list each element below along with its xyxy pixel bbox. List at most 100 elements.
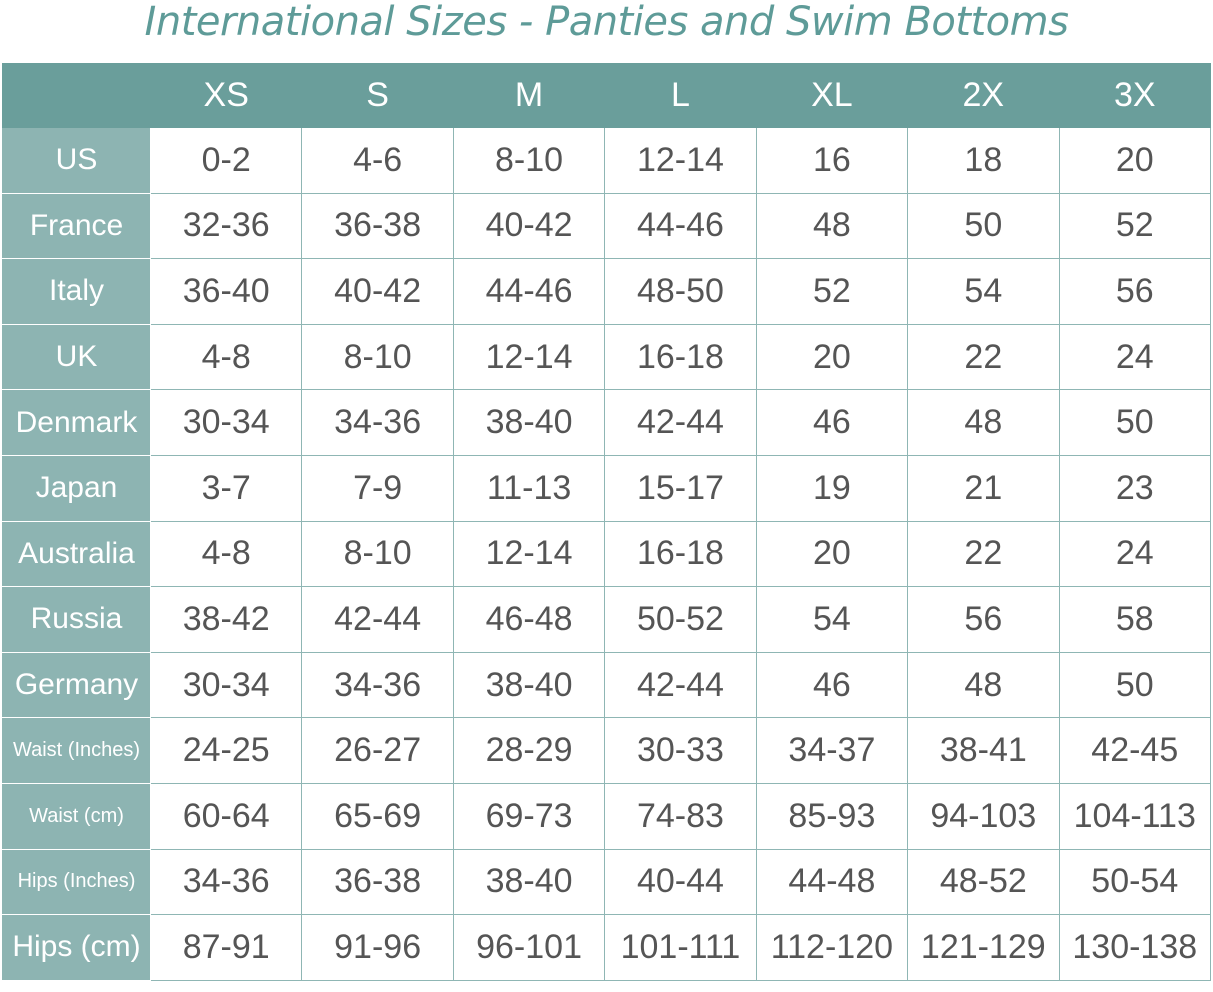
size-cell: 20 [1058, 127, 1212, 194]
size-cell: 52 [1058, 192, 1212, 260]
size-cell: 48-50 [604, 258, 757, 325]
size-cell: 4-6 [301, 127, 454, 194]
size-cell: 34-36 [301, 651, 454, 719]
table-row: US 0-2 4-6 8-10 12-14 16 18 20 [2, 127, 1212, 194]
size-cell: 48 [755, 192, 909, 260]
size-cell: 20 [755, 323, 909, 391]
size-cell: 112-120 [755, 914, 909, 981]
size-cell: 3-7 [149, 454, 303, 522]
size-cell: 87-91 [149, 914, 303, 981]
column-header: 3X [1058, 63, 1212, 128]
size-cell: 36-38 [301, 848, 454, 916]
size-cell: 101-111 [604, 914, 757, 981]
size-cell: 21 [907, 454, 1060, 522]
size-cell: 44-48 [755, 848, 909, 916]
size-cell: 60-64 [149, 782, 303, 850]
size-cell: 12-14 [604, 127, 757, 194]
table-head: XS S M L XL 2X 3X [2, 63, 1212, 128]
size-cell: 36-40 [149, 258, 303, 325]
size-cell: 16-18 [604, 323, 757, 391]
size-cell: 96-101 [452, 914, 606, 981]
row-label: Hips (Inches) [2, 848, 151, 916]
size-cell: 44-46 [604, 192, 757, 260]
table-row: Hips (cm) 87-91 91-96 96-101 101-111 112-120 1… [2, 914, 1212, 981]
column-header: XL [755, 63, 909, 128]
row-label: Waist (cm) [2, 782, 151, 850]
row-label: Waist (Inches) [2, 717, 151, 784]
size-cell: 50-52 [604, 586, 757, 653]
size-cell: 69-73 [452, 782, 606, 850]
column-header: S [301, 63, 454, 128]
size-cell: 46 [755, 389, 909, 456]
size-cell: 50 [1058, 389, 1212, 456]
size-cell: 91-96 [301, 914, 454, 981]
size-cell: 42-44 [301, 586, 454, 653]
size-cell: 121-129 [907, 914, 1060, 981]
size-cell: 42-45 [1058, 717, 1212, 784]
size-cell: 40-42 [452, 192, 606, 260]
size-cell: 32-36 [149, 192, 303, 260]
title: International Sizes - Panties and Swim B… [144, 0, 1069, 45]
table-row: Russia 38-42 42-44 46-48 50-52 54 56 58 [2, 586, 1212, 653]
size-cell: 11-13 [452, 454, 606, 522]
size-cell: 19 [755, 454, 909, 522]
size-cell: 8-10 [452, 127, 606, 194]
size-cell: 50-54 [1058, 848, 1212, 916]
size-cell: 8-10 [301, 520, 454, 588]
size-cell: 40-42 [301, 258, 454, 325]
size-cell: 34-36 [301, 389, 454, 456]
row-label: Russia [2, 586, 151, 653]
column-header: L [604, 63, 757, 128]
column-header: M [452, 63, 606, 128]
size-table: XS S M L XL 2X 3X US 0-2 4-6 8-10 12-14 16 18 20 Franc… [2, 63, 1212, 981]
row-label: Australia [2, 520, 151, 588]
size-cell: 28-29 [452, 717, 606, 784]
table-row: Japan 3-7 7-9 11-13 15-17 19 21 23 [2, 454, 1212, 522]
size-cell: 20 [755, 520, 909, 588]
size-cell: 48 [907, 651, 1060, 719]
size-cell: 34-37 [755, 717, 909, 784]
size-cell: 54 [907, 258, 1060, 325]
size-cell: 38-40 [452, 848, 606, 916]
size-cell: 18 [907, 127, 1060, 194]
size-cell: 8-10 [301, 323, 454, 391]
size-cell: 36-38 [301, 192, 454, 260]
size-cell: 104-113 [1058, 782, 1212, 850]
size-cell: 42-44 [604, 389, 757, 456]
size-cell: 7-9 [301, 454, 454, 522]
size-cell: 130-138 [1058, 914, 1212, 981]
size-cell: 12-14 [452, 323, 606, 391]
size-cell: 22 [907, 323, 1060, 391]
table-row: Hips (Inches) 34-36 36-38 38-40 40-44 44-48 48… [2, 848, 1212, 916]
size-cell: 30-34 [149, 651, 303, 719]
size-cell: 48 [907, 389, 1060, 456]
row-label: UK [2, 323, 151, 391]
size-cell: 38-41 [907, 717, 1060, 784]
table-body: US 0-2 4-6 8-10 12-14 16 18 20 France 32-36 36-38 4… [2, 127, 1212, 981]
table-row: Australia 4-8 8-10 12-14 16-18 20 22 24 [2, 520, 1212, 588]
size-cell: 94-103 [907, 782, 1060, 850]
table-row: Germany 30-34 34-36 38-40 42-44 46 48 50 [2, 651, 1212, 719]
row-label: Japan [2, 454, 151, 522]
size-cell: 34-36 [149, 848, 303, 916]
size-cell: 46 [755, 651, 909, 719]
size-cell: 4-8 [149, 520, 303, 588]
size-cell: 22 [907, 520, 1060, 588]
row-label: US [2, 127, 151, 194]
size-cell: 44-46 [452, 258, 606, 325]
size-cell: 15-17 [604, 454, 757, 522]
table-row: Waist (cm) 60-64 65-69 69-73 74-83 85-93 94-10… [2, 782, 1212, 850]
corner-cell [2, 63, 151, 128]
size-cell: 40-44 [604, 848, 757, 916]
table-row: UK 4-8 8-10 12-14 16-18 20 22 24 [2, 323, 1212, 391]
column-header: XS [149, 63, 303, 128]
size-cell: 65-69 [301, 782, 454, 850]
size-cell: 0-2 [149, 127, 303, 194]
table-row: Denmark 30-34 34-36 38-40 42-44 46 48 50 [2, 389, 1212, 456]
size-cell: 16 [755, 127, 909, 194]
table-row: France 32-36 36-38 40-42 44-46 48 50 52 [2, 192, 1212, 260]
size-cell: 16-18 [604, 520, 757, 588]
table-row: Waist (Inches) 24-25 26-27 28-29 30-33 34-37 3… [2, 717, 1212, 784]
size-cell: 26-27 [301, 717, 454, 784]
